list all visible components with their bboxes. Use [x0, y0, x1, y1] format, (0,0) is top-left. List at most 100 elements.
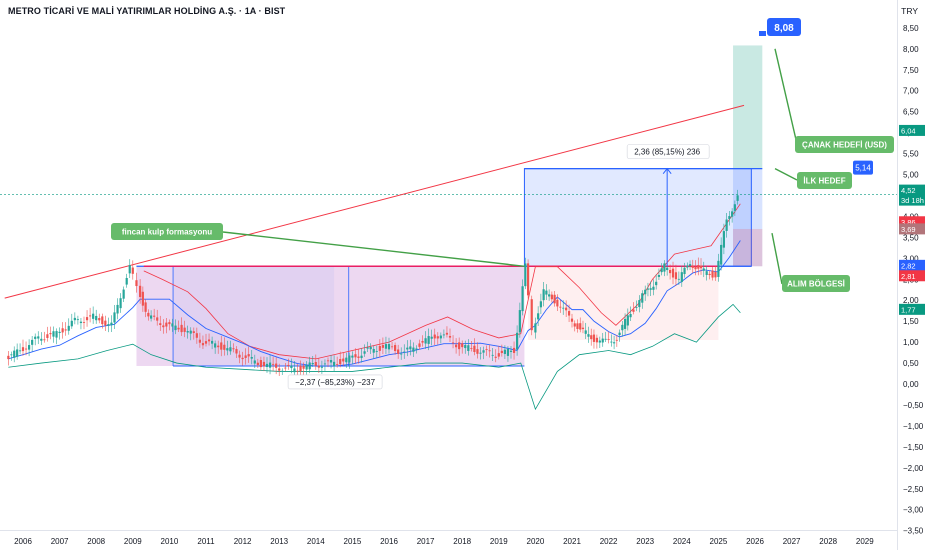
candle-body [13, 350, 16, 358]
x-tick-label: 2008 [87, 537, 105, 546]
candle-body [479, 352, 482, 354]
x-tick-label: 2016 [380, 537, 398, 546]
candle-body [556, 299, 559, 307]
candle-body [570, 318, 574, 322]
candle-body [482, 350, 485, 353]
canak-box [795, 136, 894, 153]
candle-body [598, 340, 601, 343]
candle-body [697, 265, 700, 269]
candle-body [406, 347, 409, 350]
candle-body [214, 343, 217, 348]
candle-body [345, 357, 348, 363]
candle-body [296, 370, 299, 372]
candle-body [646, 288, 650, 290]
candle-body [287, 364, 290, 366]
candle-body [638, 300, 641, 308]
candle-body [632, 309, 635, 312]
candle-body [688, 264, 692, 266]
candle-body [530, 299, 533, 331]
candle-body [668, 270, 672, 274]
ilk-box [797, 172, 852, 189]
currency-label: TRY [901, 6, 918, 16]
candle-body [363, 351, 366, 354]
candle-body [55, 331, 58, 338]
target-value-label: 8,08 [774, 23, 794, 34]
candle-body [491, 354, 494, 356]
candle-body [73, 317, 76, 321]
candle-body [545, 290, 548, 295]
candle-body [663, 263, 666, 272]
candle-body [265, 363, 269, 367]
candle-body [657, 275, 661, 277]
x-tick-label: 2025 [710, 537, 728, 546]
candle-body [238, 354, 241, 358]
y-tick-label: 1,50 [903, 317, 919, 326]
candle-body [131, 267, 134, 274]
candle-body [506, 348, 510, 356]
price-tag [899, 194, 925, 206]
y-tick-label: −3,00 [903, 506, 924, 515]
candle-body [655, 281, 658, 286]
x-tick-label: 2007 [51, 537, 69, 546]
candle-body [89, 315, 92, 317]
candle-body [320, 366, 323, 368]
candle-body [708, 273, 711, 276]
candle-body [539, 301, 542, 308]
candle-body [671, 268, 675, 278]
candle-body [728, 216, 731, 220]
measure-label-up: 2,36 (85,15%) 236 [634, 148, 700, 157]
price-tag [899, 223, 925, 235]
candle-body [329, 360, 333, 363]
candle-body [253, 360, 256, 364]
x-tick-label: 2026 [746, 537, 764, 546]
candle-body [256, 362, 259, 365]
candle-body [595, 337, 598, 343]
candle-body [635, 307, 638, 308]
candle-body [548, 294, 551, 297]
candle-body [725, 219, 728, 231]
candle-body [162, 325, 165, 328]
price-tag-label: 3,86 [901, 218, 916, 227]
candle-body [601, 338, 604, 343]
candle-body [113, 312, 116, 323]
candle-body [275, 363, 278, 368]
candle-body [714, 271, 717, 278]
candle-body [521, 286, 524, 312]
candle-body [424, 338, 427, 344]
candle-body [333, 361, 336, 367]
y-tick-label: 0,00 [903, 380, 919, 389]
candle-body [584, 330, 587, 334]
y-tick-label: 1,00 [903, 338, 919, 347]
fincan-pointer [222, 231, 525, 267]
candle-body [649, 288, 652, 290]
time-axis-divider [0, 530, 897, 531]
candle-body [281, 370, 284, 372]
candle-body [615, 339, 618, 341]
candle-body [232, 348, 235, 350]
candle-body [618, 332, 621, 336]
fincan-box [111, 223, 223, 240]
candle-body [31, 339, 34, 345]
x-tick-label: 2022 [600, 537, 618, 546]
candle-body [711, 270, 714, 278]
candle-body [418, 343, 421, 347]
candle-body [125, 277, 128, 285]
candle-body [220, 342, 223, 350]
x-tick-label: 2020 [527, 537, 545, 546]
candle-body [229, 347, 232, 352]
candle-body [699, 265, 703, 269]
candle-body [40, 338, 43, 341]
candle-body [317, 365, 320, 368]
candle-body [217, 345, 220, 348]
candle-body [92, 313, 95, 319]
candle-body [451, 342, 455, 344]
candle-body [85, 317, 89, 321]
candle-body [626, 315, 629, 326]
x-tick-label: 2015 [344, 537, 362, 546]
candle-body [433, 334, 436, 339]
candle-body [439, 335, 442, 339]
x-tick-label: 2029 [856, 537, 874, 546]
x-tick-label: 2014 [307, 537, 325, 546]
candle-body [567, 311, 571, 316]
